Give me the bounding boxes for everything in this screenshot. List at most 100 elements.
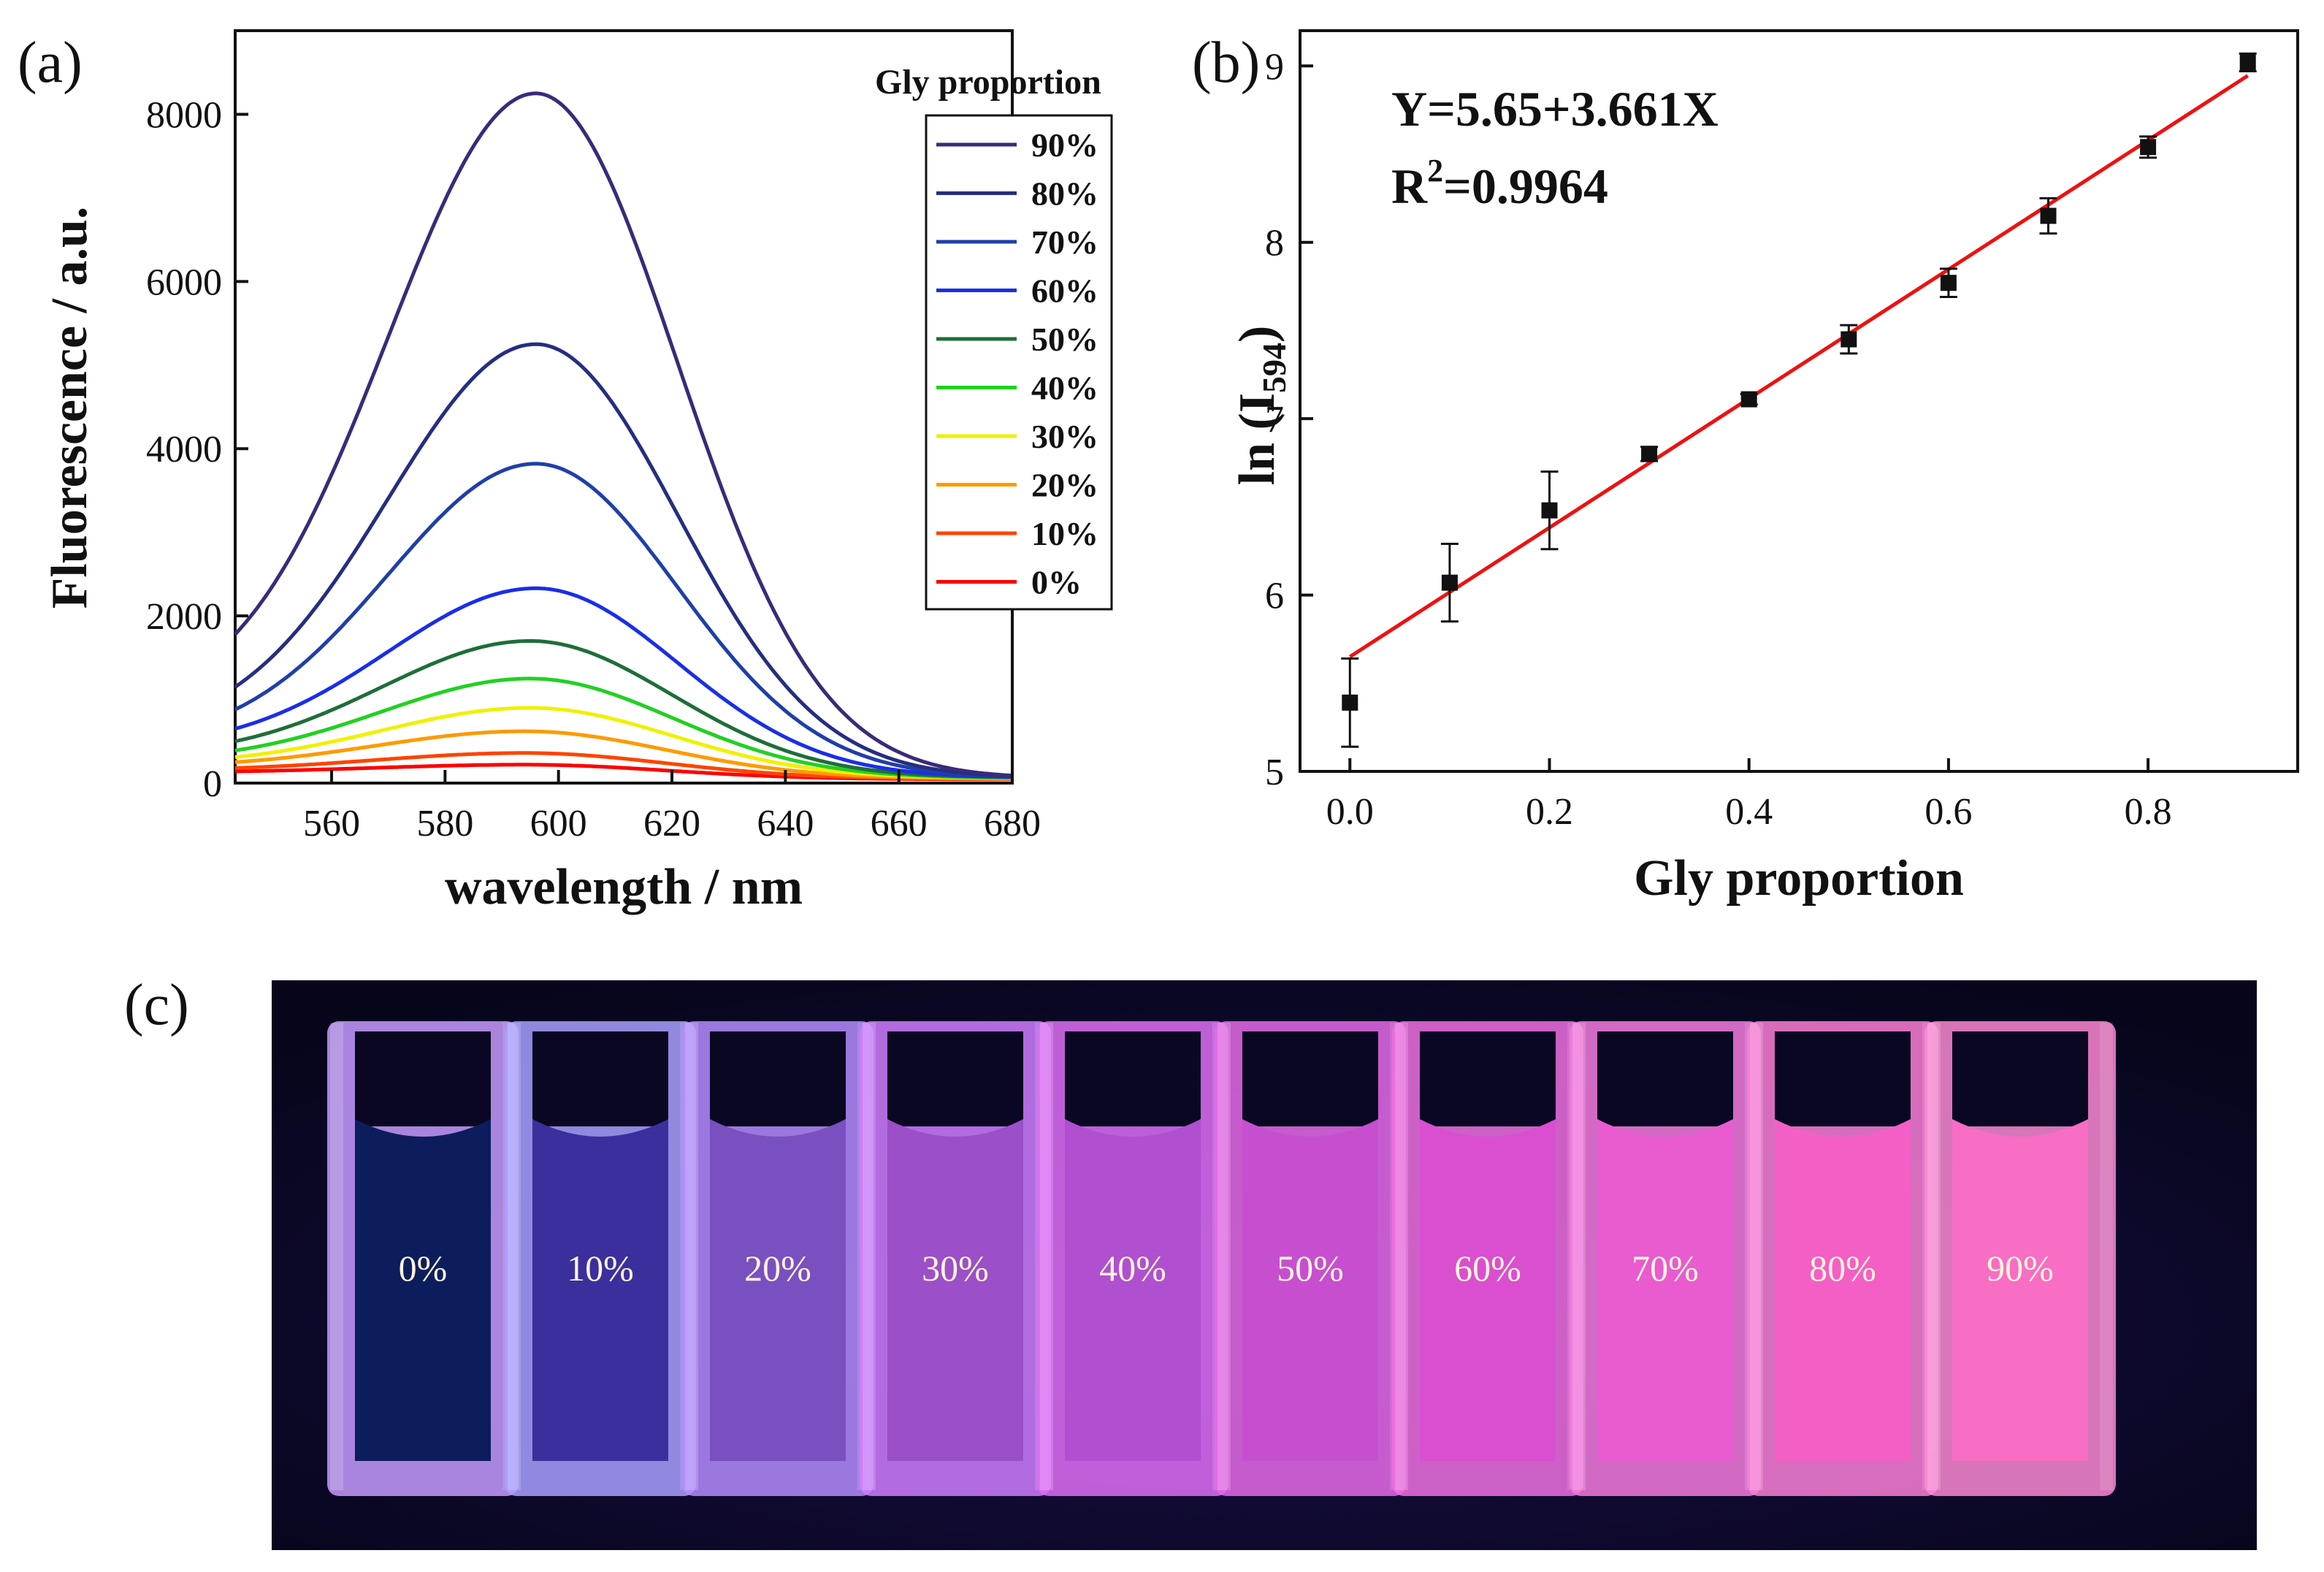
cuvette-label: 70% — [1632, 1248, 1699, 1289]
cuvette-liquid — [1242, 1119, 1378, 1461]
cuvette-label: 20% — [744, 1248, 811, 1289]
panel-label-b: (b) — [1192, 31, 1260, 95]
cuvette-highlight — [1750, 1023, 1763, 1490]
data-point — [1441, 574, 1458, 591]
legend-label: 0% — [1031, 564, 1082, 601]
legend-label: 30% — [1031, 418, 1098, 455]
panel-b-ylabel-main: ln (I — [1229, 393, 1285, 485]
a-ytick-label: 4000 — [146, 429, 222, 470]
cuvette-highlight — [2100, 1023, 2113, 1490]
panel-b-xlabel: Gly proportion — [1634, 850, 1964, 907]
cuvette-label: 30% — [922, 1248, 989, 1289]
cuvette-empty-top — [1775, 1031, 1911, 1126]
cuvette-empty-top — [887, 1031, 1023, 1126]
cuvette: 30% — [860, 1021, 1051, 1496]
cuvette-label: 10% — [567, 1248, 634, 1289]
cuvette-empty-top — [1952, 1031, 2088, 1126]
cuvette-highlight — [330, 1023, 343, 1490]
legend-label: 90% — [1031, 126, 1098, 164]
cuvette-empty-top — [1420, 1031, 1556, 1126]
legend-label: 40% — [1031, 370, 1098, 407]
a-xtick-label: 560 — [303, 803, 360, 844]
cuvette-label: 40% — [1099, 1248, 1166, 1289]
panel-a-ticks: 560 580 600 620 640 660 680 0 2000 4000 6000 8000 — [146, 94, 1041, 844]
cuvette-liquid — [1775, 1119, 1911, 1461]
cuvette-label: 60% — [1454, 1248, 1521, 1289]
a-ytick-label: 0 — [203, 763, 222, 805]
b-xtick-label: 0.2 — [1526, 791, 1573, 833]
panel-b-plot-frame — [1299, 29, 2299, 773]
legend-title: Gly proportion — [875, 63, 1101, 102]
a-xtick-label: 600 — [530, 803, 587, 844]
legend-entries: 90% 80% 70% 60% 50% 40% 30% 20% 10% 0% — [936, 126, 1098, 601]
cuvette: 60% — [1392, 1021, 1583, 1496]
spectrum-line-70pct — [234, 462, 1013, 779]
cuvette: 70% — [1570, 1021, 1761, 1496]
data-point — [1841, 331, 1857, 348]
cuvette-label: 0% — [399, 1248, 448, 1289]
cuvette-liquid — [1952, 1119, 2088, 1461]
b-xtick-label: 0.4 — [1725, 791, 1773, 833]
data-point — [2239, 54, 2256, 71]
data-point — [1641, 446, 1658, 462]
a-xtick-label: 620 — [643, 803, 700, 844]
spectrum-line-60pct — [234, 586, 1012, 779]
a-xtick-label: 660 — [871, 803, 928, 844]
legend-box — [925, 114, 1113, 611]
r-squared-letter: R — [1391, 159, 1428, 214]
b-ytick-label: 9 — [1265, 46, 1284, 88]
a-xtick-label: 580 — [416, 803, 473, 844]
cuvette: 20% — [682, 1021, 874, 1496]
panel-b-linear-fit-chart: 0.0 0.2 0.4 0.6 0.8 5 6 7 8 9 Y=5.65+3.661X R2=0.… — [1229, 29, 2299, 907]
data-point — [1541, 502, 1558, 519]
cuvette-highlight — [1572, 1023, 1586, 1490]
panel-b-ylabel-subscript: 594 — [1255, 343, 1293, 393]
b-ytick-label: 7 — [1265, 399, 1284, 440]
b-ytick-label: 5 — [1265, 752, 1284, 793]
cuvette-liquid — [710, 1119, 846, 1461]
spectrum-line-90pct — [234, 91, 1013, 778]
legend-label: 80% — [1031, 175, 1098, 213]
legend-label: 20% — [1031, 467, 1098, 504]
data-point — [1940, 275, 1957, 291]
data-point — [2040, 207, 2057, 224]
b-ytick-label: 8 — [1265, 223, 1284, 264]
cuvette-highlight — [1395, 1023, 1408, 1490]
r-squared-value: =0.9964 — [1443, 159, 1608, 214]
cuvette-empty-top — [1242, 1031, 1378, 1126]
panel-a-spectra-chart: 560 580 600 620 640 660 680 0 2000 4000 6000 8000 w… — [42, 29, 1113, 915]
panel-a-ylabel: Fluorescence / a.u. — [42, 207, 98, 609]
cuvette: 0% — [327, 1021, 519, 1496]
a-xtick-label: 640 — [757, 803, 814, 844]
panel-b-ylabel: ln (I594) — [1229, 326, 1293, 486]
legend-label: 10% — [1031, 515, 1098, 552]
cuvette-label: 90% — [1987, 1248, 2054, 1289]
data-point — [1342, 694, 1358, 711]
a-ytick-label: 8000 — [146, 94, 222, 136]
cuvette-empty-top — [1597, 1031, 1733, 1126]
b-ytick-label: 6 — [1265, 576, 1284, 617]
cuvette-liquid — [1597, 1119, 1733, 1461]
panel-label-a: (a) — [18, 31, 83, 95]
cuvette-highlight — [1040, 1023, 1053, 1490]
panel-b-fit-line-group — [1348, 74, 2250, 659]
r-squared-text: R2=0.9964 — [1391, 153, 1608, 214]
cuvette-label: 50% — [1277, 1248, 1344, 1289]
cuvette-empty-top — [1065, 1031, 1201, 1126]
cuvette-liquid — [355, 1119, 491, 1461]
a-xtick-label: 680 — [984, 803, 1041, 844]
panel-b-points — [1341, 52, 2257, 748]
panel-label-c: (c) — [124, 973, 189, 1037]
cuvette: 10% — [505, 1021, 696, 1496]
panel-c-cuvette-photo: 0% 10% 20% 30% 40% 50% 60% 70% 80% 90% — [272, 980, 2257, 1550]
cuvette: 90% — [1924, 1021, 2116, 1496]
cuvette-highlight — [508, 1023, 521, 1490]
fit-equation: Y=5.65+3.661X — [1391, 81, 1719, 137]
legend-label: 60% — [1031, 272, 1098, 310]
cuvette-highlight — [685, 1023, 698, 1490]
cuvette-label: 80% — [1809, 1248, 1876, 1289]
cuvette-highlight — [1218, 1023, 1231, 1490]
panel-b-ticks: 0.0 0.2 0.4 0.6 0.8 5 6 7 8 9 — [1265, 46, 2172, 833]
